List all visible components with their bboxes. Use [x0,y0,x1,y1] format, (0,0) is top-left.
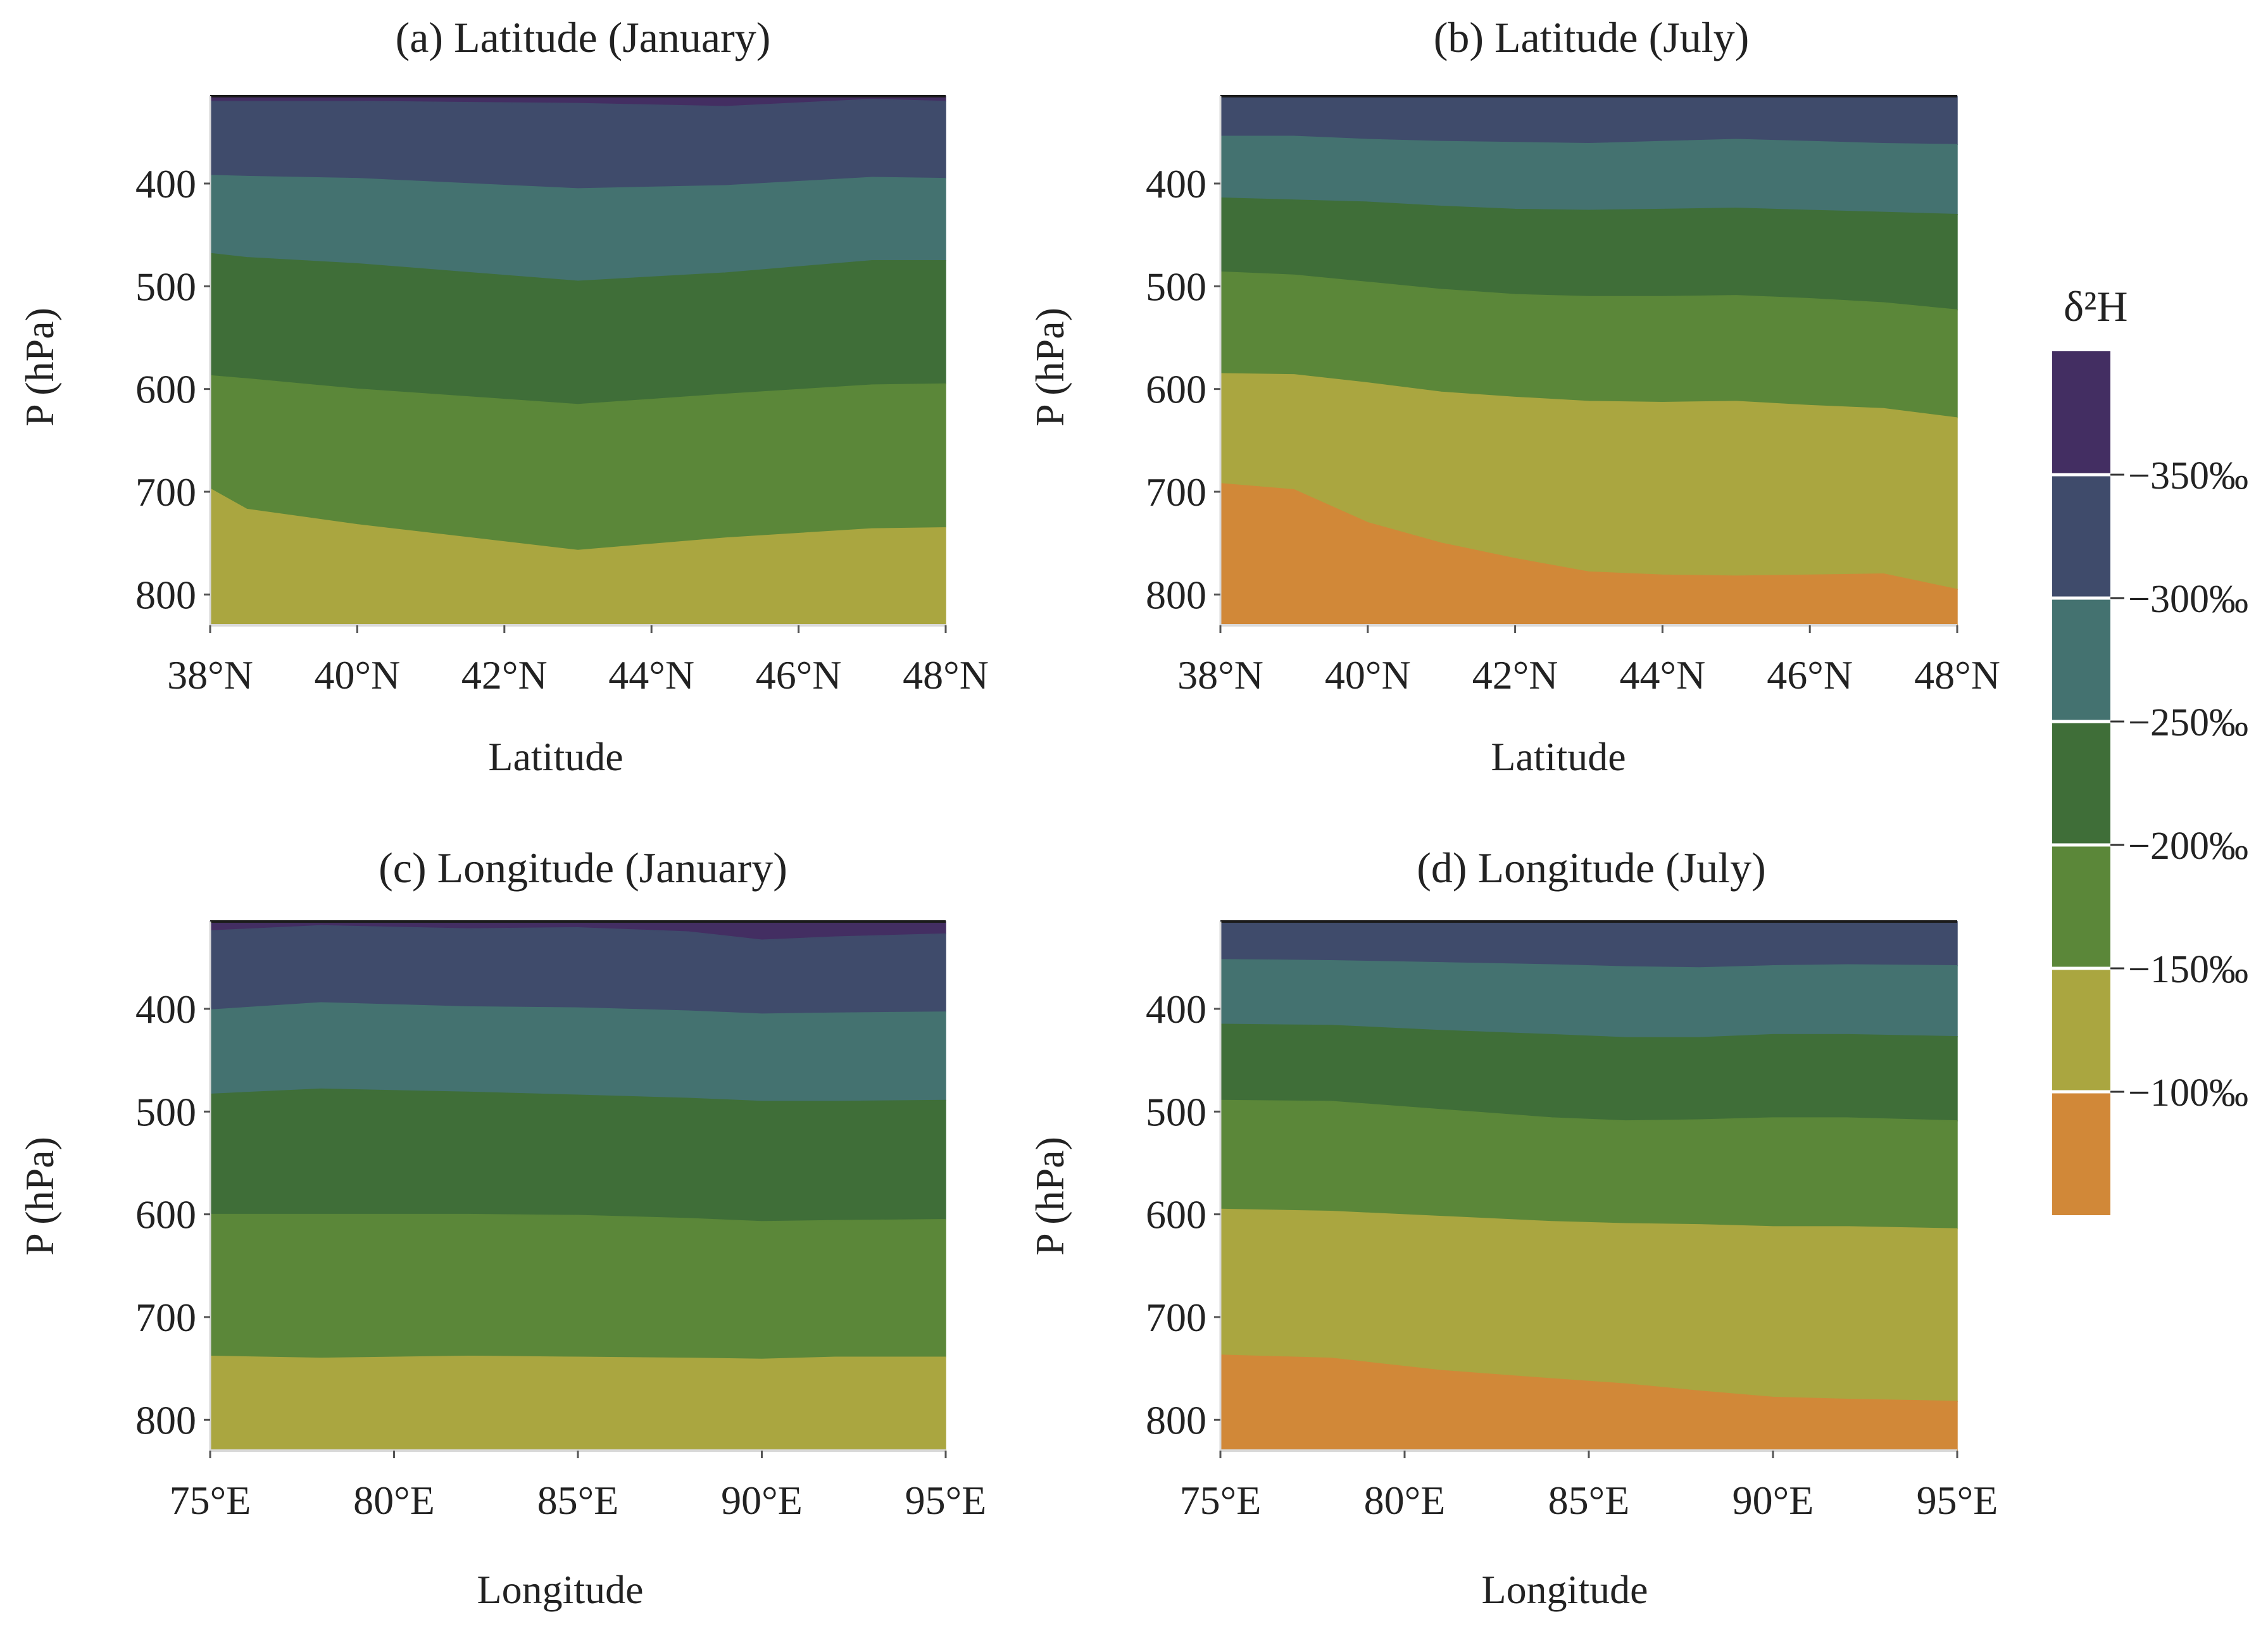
colorbar: δ²H −350‰ −300‰ −250‰ −200‰ −150‰ −100‰ [2052,282,2248,1215]
x-axis-label: Longitude [477,1567,643,1612]
x-tick-label: 95°E [1917,1478,1998,1523]
y-axis-label: P (hPa) [17,308,62,427]
contour-band [210,925,946,1015]
x-tick-label: 38°N [167,653,253,697]
contour-band [210,99,946,189]
y-tick-label: 800 [135,572,196,617]
x-tick-label: 40°N [314,653,400,697]
x-tick-label: 75°E [1180,1478,1262,1523]
colorbar-band [2052,475,2110,598]
panel-d-longitude-july: (d) Longitude (July) 400 500 600 700 800 75°E… [1027,844,1998,1612]
y-tick-label: 500 [135,1089,196,1134]
colorbar-bands: −350‰ −300‰ −250‰ −200‰ −150‰ −100‰ [2052,351,2248,1215]
y-tick-label: 800 [135,1397,196,1442]
y-tick-label: 800 [1146,572,1206,617]
x-tick-label: 90°E [721,1478,803,1523]
panel-a-latitude-january: (a) Latitude (January) 400 500 600 700 800 38… [17,13,989,779]
y-tick-label: 600 [1146,367,1206,412]
x-axis-label: Latitude [1491,734,1626,779]
x-tick-label: 42°N [1472,653,1558,697]
y-tick-label: 400 [135,987,196,1032]
y-tick-label: 400 [135,161,196,206]
colorbar-tick-label: −350‰ [2128,454,2248,497]
y-axis-label: P (hPa) [17,1137,62,1256]
panel-title: (d) Longitude (July) [1417,844,1765,892]
colorbar-title: δ²H [2064,282,2128,330]
y-tick-label: 700 [1146,470,1206,515]
panel-title: (b) Latitude (July) [1434,13,1750,61]
x-tick-label: 42°N [461,653,548,697]
x-tick-label: 95°E [905,1478,987,1523]
colorbar-band [2052,1092,2110,1215]
plot-area: 400 500 600 700 800 75°E 80°E 85°E 90°E 95°E [1146,920,1998,1523]
contour-band [210,1002,946,1102]
contour-band [1220,96,1958,146]
y-tick-label: 700 [135,1295,196,1340]
x-tick-label: 80°E [1364,1478,1446,1523]
plot-area: 400 500 600 700 800 38°N 40°N 42°N 44°N 46°N 48°N [1146,95,2000,697]
y-tick-label: 600 [135,1192,196,1237]
x-tick-label: 46°N [756,653,842,697]
contour-band [210,1088,946,1222]
contour-band [210,1355,946,1451]
y-axis-label: P (hPa) [1027,1137,1072,1256]
y-tick-label: 700 [135,470,196,515]
colorbar-tick-label: −250‰ [2128,701,2248,744]
contour-band [210,1213,946,1360]
panel-c-longitude-january: (c) Longitude (January) 400 500 600 700 800 7… [17,844,986,1612]
x-tick-label: 75°E [170,1478,251,1523]
plot-area: 400 500 600 700 800 38°N 40°N 42°N 44°N 46°N 48°N [135,95,989,697]
colorbar-tick-label: −200‰ [2128,825,2248,868]
x-tick-label: 80°E [353,1478,435,1523]
y-tick-label: 500 [1146,264,1206,309]
colorbar-tick-label: −150‰ [2128,948,2248,991]
colorbar-tick-label: −100‰ [2128,1072,2248,1115]
x-axis-label: Longitude [1481,1567,1648,1612]
contour-band [1220,1099,1958,1230]
x-tick-label: 44°N [1619,653,1705,697]
x-tick-label: 44°N [608,653,694,697]
y-tick-label: 500 [135,264,196,309]
y-tick-label: 800 [1146,1397,1206,1442]
x-tick-label: 38°N [1177,653,1263,697]
y-tick-label: 500 [1146,1089,1206,1134]
colorbar-band [2052,722,2110,845]
panel-title: (a) Latitude (January) [396,13,771,61]
y-tick-label: 700 [1146,1295,1206,1340]
colorbar-tick-label: −300‰ [2128,578,2248,621]
x-tick-label: 48°N [903,653,989,697]
y-tick-label: 600 [1146,1192,1206,1237]
colorbar-band [2052,845,2110,968]
x-tick-label: 90°E [1732,1478,1814,1523]
y-axis-label: P (hPa) [1027,308,1072,427]
colorbar-band [2052,598,2110,722]
colorbar-band [2052,968,2110,1092]
x-tick-label: 46°N [1767,653,1853,697]
panel-title: (c) Longitude (January) [379,844,787,892]
x-axis-label: Latitude [488,734,623,779]
plot-area: 400 500 600 700 800 75°E 80°E 85°E 90°E 95°E [135,920,987,1523]
y-tick-label: 400 [1146,161,1206,206]
x-tick-label: 85°E [1548,1478,1630,1523]
colorbar-band [2052,351,2110,475]
x-tick-label: 40°N [1325,653,1411,697]
y-tick-label: 600 [135,367,196,412]
x-tick-label: 48°N [1914,653,2000,697]
x-tick-label: 85°E [537,1478,619,1523]
y-tick-label: 400 [1146,987,1206,1032]
